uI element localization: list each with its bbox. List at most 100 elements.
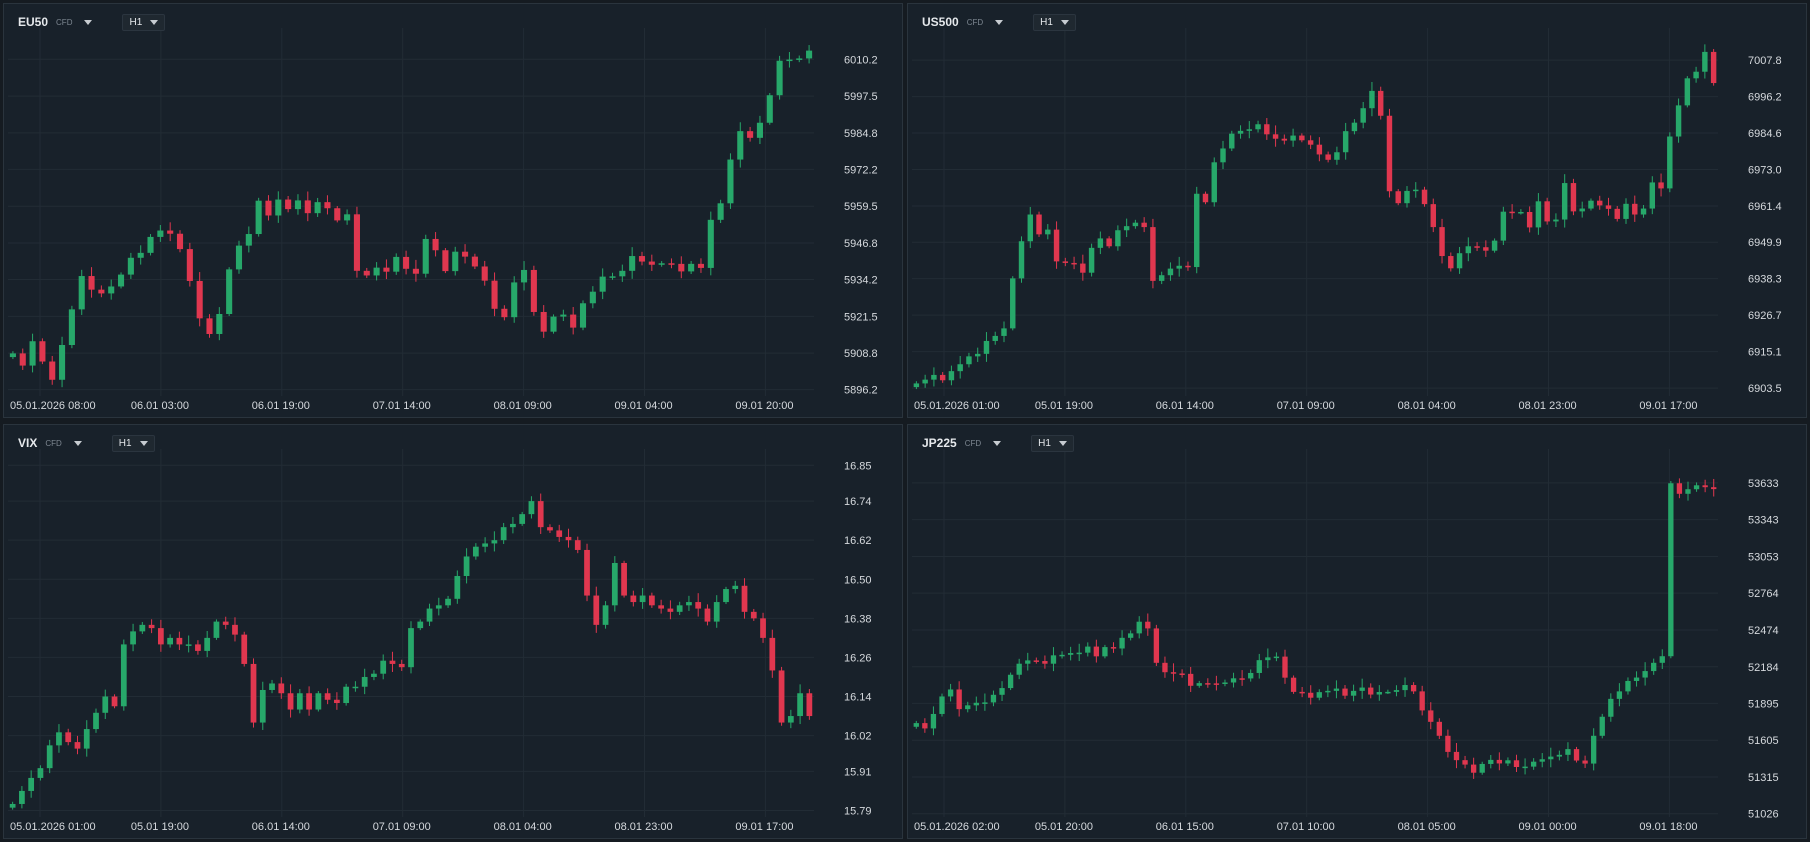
x-tick-label: 08.01 04:00 <box>1398 400 1456 412</box>
symbol-dropdown-icon[interactable] <box>995 19 1004 25</box>
y-tick-label: 51315 <box>1748 772 1779 784</box>
instrument-type-label: CFD <box>56 17 73 27</box>
candle-body <box>1526 212 1533 228</box>
candle-body <box>83 729 90 749</box>
candle-body <box>1333 688 1340 691</box>
candle-body <box>432 238 439 251</box>
x-tick-label: 07.01 09:00 <box>1277 400 1335 412</box>
candle-body <box>678 263 685 272</box>
candle-body <box>296 693 303 710</box>
candle-body <box>315 693 322 710</box>
candle-body <box>278 683 285 694</box>
candle-body <box>19 790 25 804</box>
y-tick-label: 6984.6 <box>1748 128 1782 140</box>
candle-body <box>139 624 146 632</box>
candle-body <box>697 263 705 268</box>
x-tick-label: 08.01 09:00 <box>494 400 552 412</box>
candle-body <box>769 637 776 671</box>
chart-panel-us500[interactable]: US500 CFD H1 7007.8 6996.2 6984.6 6973.0 696… <box>907 3 1807 418</box>
candlestick-chart[interactable]: 16.85 16.74 16.62 16.50 16.38 16.26 16.14 16.02… <box>4 425 903 839</box>
candle-body <box>1360 108 1366 123</box>
timeframe-select[interactable]: H1 <box>111 434 155 452</box>
candle-body <box>1702 485 1708 488</box>
y-tick-label: 51895 <box>1748 698 1779 710</box>
symbol-dropdown-icon[interactable] <box>84 19 93 25</box>
candle-body <box>1205 683 1211 685</box>
candle-body <box>1633 677 1640 681</box>
candle-body <box>966 356 972 365</box>
y-tick-label: 6973.0 <box>1748 165 1782 177</box>
candle-body <box>363 270 370 276</box>
candle-body <box>1522 766 1528 769</box>
candle-body <box>1136 621 1142 634</box>
timeframe-select[interactable]: H1 <box>1033 13 1076 31</box>
candle-body <box>1588 200 1594 209</box>
candlestick-chart[interactable]: 7007.8 6996.2 6984.6 6973.0 6961.4 6949.9 6938… <box>908 4 1807 418</box>
y-tick-label: 5984.8 <box>844 128 878 140</box>
gridlines <box>8 28 814 396</box>
candle-body <box>947 689 954 697</box>
candle-body <box>1465 246 1472 254</box>
candle-body <box>269 683 275 690</box>
candle-body <box>259 689 266 723</box>
candlestick-chart[interactable]: 53633 53343 53053 52764 52474 52184 51895 51605… <box>908 425 1807 839</box>
y-tick-label: 16.26 <box>844 652 872 664</box>
candle-body <box>426 608 433 622</box>
candle-body <box>1430 204 1436 228</box>
candle-body <box>373 267 380 276</box>
chart-panel-vix[interactable]: VIX CFD H1 16.85 16.74 16.62 16.50 16.38 16.2… <box>3 424 903 839</box>
candle-body <box>408 628 414 668</box>
candle-body <box>1505 760 1511 764</box>
symbol-dropdown-icon[interactable] <box>73 440 82 446</box>
candle-body <box>948 371 955 381</box>
candle-body <box>519 514 526 524</box>
candle-body <box>49 361 56 380</box>
candle-body <box>1325 690 1331 693</box>
candle-body <box>1658 182 1664 189</box>
y-tick-label: 16.02 <box>844 731 872 743</box>
candle-body <box>1599 716 1605 736</box>
candle-body <box>1385 691 1391 694</box>
candle-body <box>1436 721 1442 736</box>
candle-body <box>9 803 16 808</box>
candle-body <box>760 618 766 638</box>
candle-body <box>235 245 243 270</box>
candle-body <box>176 637 183 645</box>
y-tick-label: 6949.9 <box>1748 237 1782 249</box>
y-tick-label: 5946.8 <box>844 238 878 250</box>
candle-body <box>973 702 979 706</box>
y-tick-label: 52764 <box>1748 588 1779 600</box>
candle-body <box>723 589 729 603</box>
candle-body <box>609 276 616 278</box>
candle-body <box>1376 692 1382 695</box>
chart-panel-eu50[interactable]: EU50 CFD H1 6010.2 5997.5 5984.8 5972.2 5959… <box>3 3 903 418</box>
candle-body <box>1676 483 1683 494</box>
chart-panel-jp225[interactable]: JP225 CFD H1 53633 53343 53053 52764 52474 52… <box>907 424 1807 839</box>
candle-body <box>704 608 711 622</box>
candle-body <box>29 341 36 366</box>
candle-body <box>1351 122 1358 132</box>
candle-body <box>232 624 238 635</box>
candle-body <box>383 267 390 272</box>
timeframe-select[interactable]: H1 <box>1031 434 1074 452</box>
candle-body <box>361 676 368 687</box>
candle-body <box>1196 683 1202 686</box>
y-tick-label: 6996.2 <box>1748 92 1782 104</box>
candles <box>9 45 813 388</box>
timeframe-select[interactable]: H1 <box>122 13 166 31</box>
candle-body <box>630 595 637 603</box>
candle-body <box>74 742 81 749</box>
candle-body <box>294 200 302 210</box>
candle-body <box>574 540 581 550</box>
candle-body <box>658 263 665 265</box>
candle-body <box>157 230 164 237</box>
symbol-dropdown-icon[interactable] <box>993 440 1002 446</box>
candlestick-chart[interactable]: 6010.2 5997.5 5984.8 5972.2 5959.5 5946.8 5934… <box>4 4 903 418</box>
y-tick-label: 51026 <box>1748 809 1779 821</box>
candle-body <box>1608 698 1614 717</box>
candle-body <box>1642 671 1648 678</box>
candle-body <box>956 689 962 710</box>
y-tick-label: 6938.3 <box>1748 274 1782 286</box>
x-tick-label: 05.01 19:00 <box>1035 400 1093 412</box>
